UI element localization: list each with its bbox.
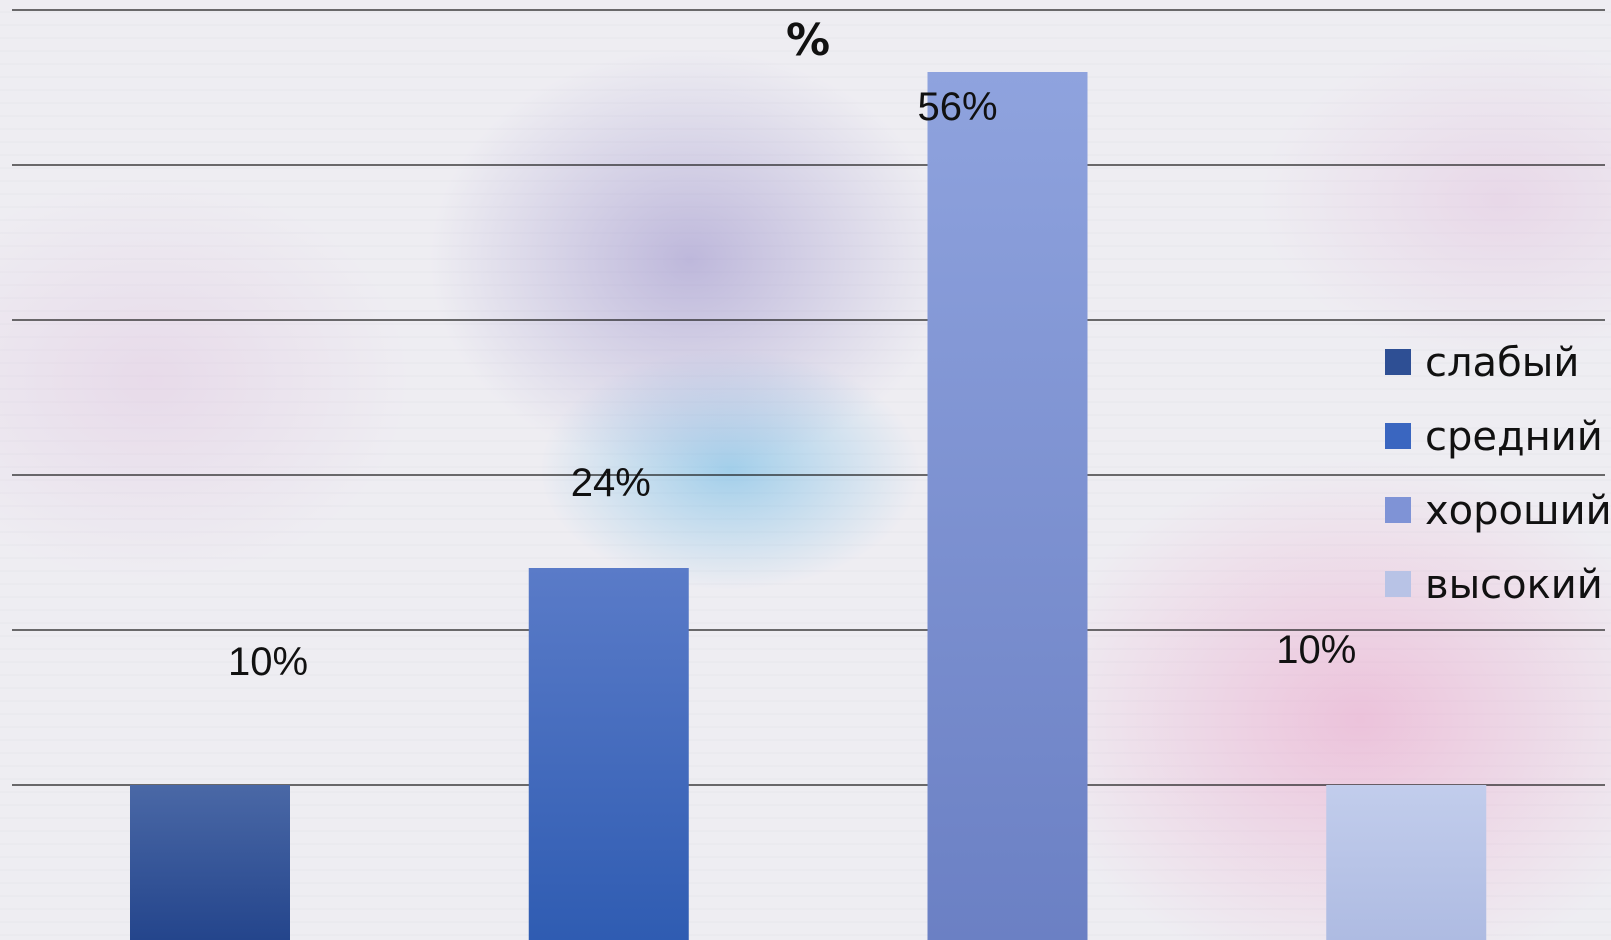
data-label-3: 56% — [917, 85, 997, 129]
legend-swatch-1 — [1385, 349, 1411, 375]
bar-1 — [130, 785, 290, 940]
data-label-1: 10% — [228, 640, 308, 684]
legend-swatch-3 — [1385, 497, 1411, 523]
legend-label-2: средний — [1425, 414, 1603, 460]
legend-swatch-4 — [1385, 571, 1411, 597]
data-label-4: 10% — [1276, 628, 1356, 672]
legend-swatch-2 — [1385, 423, 1411, 449]
bar-3 — [927, 72, 1088, 940]
legend-label-3: хороший — [1425, 488, 1611, 534]
bars — [130, 72, 1487, 940]
chart-title: % — [786, 15, 830, 66]
bar-4 — [1326, 785, 1487, 940]
bar-2 — [528, 568, 689, 940]
legend-label-1: слабый — [1425, 340, 1579, 386]
legend: слабый средний хороший высокий — [1385, 340, 1611, 608]
data-labels: 10% 24% 56% 10% — [228, 85, 1356, 684]
data-label-2: 24% — [571, 461, 651, 505]
legend-label-4: высокий — [1425, 562, 1603, 608]
